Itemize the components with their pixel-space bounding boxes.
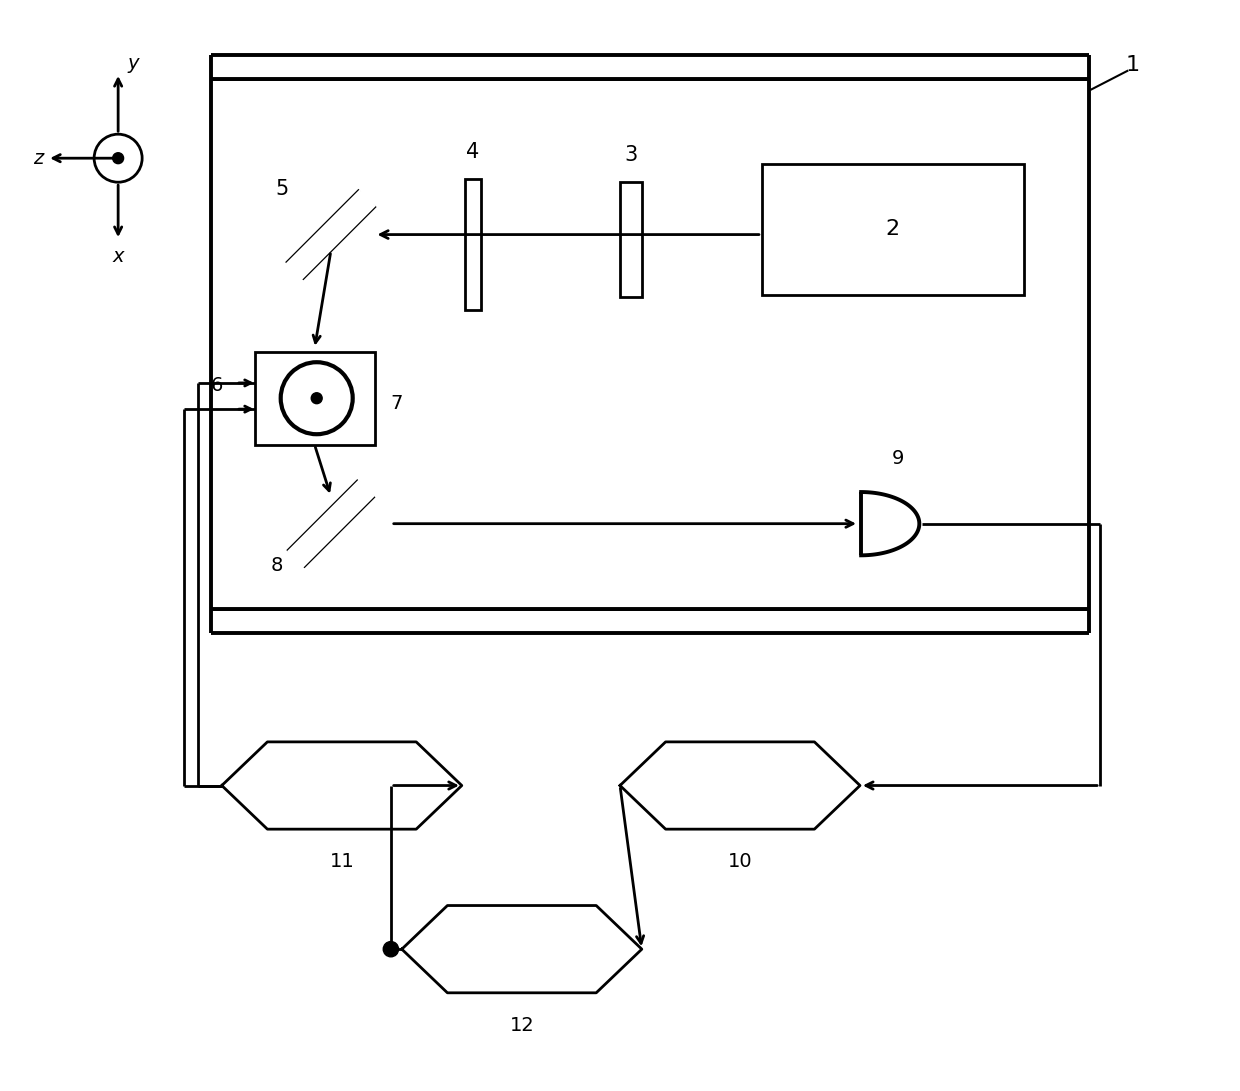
Text: 9: 9 — [892, 448, 904, 468]
Text: z: z — [33, 148, 43, 168]
Bar — [620, 182, 642, 297]
Text: x: x — [113, 247, 124, 266]
Circle shape — [383, 942, 398, 957]
Polygon shape — [286, 190, 376, 279]
Bar — [761, 164, 1024, 295]
Text: 12: 12 — [510, 1016, 534, 1035]
Bar — [254, 352, 374, 445]
Circle shape — [113, 153, 124, 164]
Text: y: y — [128, 53, 139, 73]
Circle shape — [311, 393, 322, 404]
Text: 11: 11 — [330, 852, 355, 872]
Text: 1: 1 — [1126, 56, 1140, 75]
Bar — [465, 179, 481, 310]
Text: 10: 10 — [728, 852, 753, 872]
Text: 3: 3 — [624, 145, 637, 165]
Text: 8: 8 — [270, 555, 283, 575]
Text: 5: 5 — [275, 179, 289, 199]
Polygon shape — [288, 480, 374, 567]
Text: 7: 7 — [391, 394, 403, 413]
Text: 6: 6 — [210, 375, 222, 395]
Text: 2: 2 — [885, 219, 900, 239]
Text: 4: 4 — [466, 142, 480, 161]
